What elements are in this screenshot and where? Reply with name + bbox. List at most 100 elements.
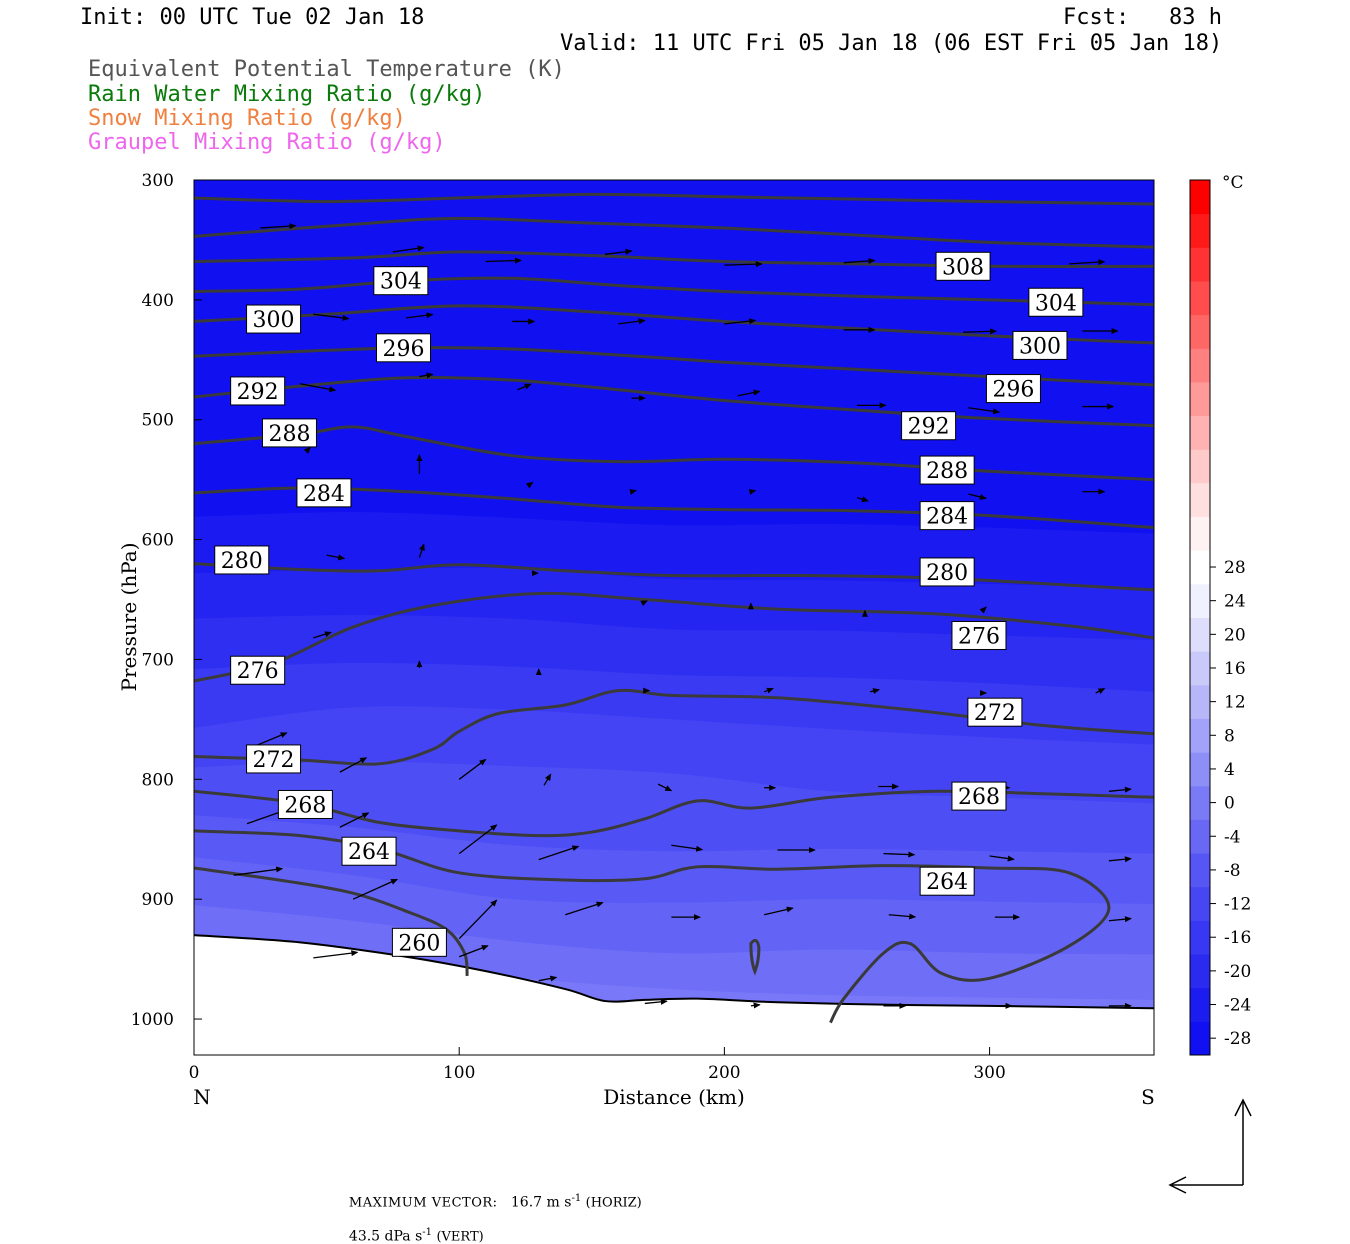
wind-vector [750,1002,761,1009]
wind-vector [313,631,332,639]
contour-label-box [230,376,286,406]
contour-label-box [1012,330,1068,360]
wind-vector [299,383,337,393]
contour-label-box [214,545,270,575]
contour-label: 280 [221,549,263,574]
legend-theta-e: Equivalent Potential Temperature (K) [88,57,565,82]
wind-vector [724,261,763,268]
theta-e-contour-closed [749,938,761,976]
x-tick-label: 0 [189,1063,200,1083]
colorbar-tick-label: -16 [1224,928,1251,948]
wind-vector [604,248,633,255]
horiz-exp: -1 [571,1193,582,1204]
colorbar-tick-label: 28 [1224,558,1246,578]
contour-label-box [967,697,1023,727]
wind-vector [352,878,399,900]
theta-e-contour-300 [194,276,1154,307]
valid-time: Valid: 11 UTC Fri 05 Jan 18 (06 EST Fri … [560,31,1223,56]
forecast-hour: Fcst: 83 h [1063,5,1222,30]
horiz-value: 16.7 m s [510,1194,572,1211]
colorbar-segment [1190,752,1210,787]
theta-e-contour-292 [194,346,1154,387]
wind-vector [406,312,434,319]
wind-vector [458,945,489,958]
wind-vector [392,245,425,253]
wind-vector [538,975,558,982]
wind-vector [1069,259,1106,266]
wind-vector [843,257,876,264]
wind-vector [543,773,552,786]
wind-vector [968,407,1001,415]
wind-vector [671,844,704,852]
colorbar-segment [1190,280,1210,316]
theta-e-contour-304 [194,216,1154,249]
contour-label-box [341,836,397,866]
contour-label: 304 [380,270,422,295]
x-tick-label: 100 [443,1063,475,1083]
colorbar-segment [1190,617,1210,652]
colorbar-segment [1190,381,1210,417]
colorbar-frame [1189,179,1211,1056]
y-tick-label: 500 [142,411,174,431]
wind-vector [260,223,297,230]
wind-vector [764,906,794,916]
wind-vector [458,824,498,855]
wind-vector [870,688,881,694]
colorbar-segment [1190,348,1210,383]
wind-vector [737,389,761,397]
wind-vector [517,383,532,391]
contour-label: 288 [268,422,310,447]
wind-vector [419,372,434,379]
wind-vector [979,606,987,614]
wind-vector [458,899,498,940]
contour-label: 268 [284,793,326,818]
wind-vector [525,481,534,489]
contour-label-box [246,304,302,334]
wind-vector [968,493,987,500]
contour-label-box [951,781,1007,811]
theta-e-contour-268 [194,688,1154,766]
wind-vector [565,901,604,916]
plot-frame [193,179,1155,1056]
wind-vector [963,328,998,335]
contour-label: 272 [974,701,1016,726]
theta-e-contour-256 [194,866,469,977]
contour-label: 300 [1019,334,1061,359]
contour-label-box [373,266,429,296]
init-time: Init: 00 UTC Tue 02 Jan 18 [80,5,425,30]
contour-label: 264 [926,870,968,895]
colorbar-segment [1190,718,1210,753]
wind-vector [313,313,350,321]
contour-label: 260 [398,931,440,956]
colorbar-tick-label: 16 [1224,659,1246,679]
contour-label-box [919,455,975,485]
y-tick-label: 800 [142,770,174,790]
contour-label: 276 [237,659,279,684]
colorbar-segment [1190,314,1210,349]
y-tick-label: 900 [142,890,174,910]
contour-label: 280 [926,561,968,586]
contour-label-box [951,620,1007,650]
colorbar-segment [1190,684,1210,719]
y-tick-label: 300 [142,171,174,191]
terrain-mask [194,935,1154,1055]
colorbar-tick-label: -4 [1224,827,1241,847]
colorbar-tick-label: -20 [1224,962,1251,982]
wind-vector [888,913,917,920]
vert-exp: -1 [422,1226,433,1238]
wind-vector [339,757,368,773]
contour-label-box [985,374,1041,404]
wind-vector [640,600,648,607]
x-axis-north-label: N [193,1085,211,1109]
contour-label: 300 [253,308,295,333]
wind-vector [644,998,668,1005]
wind-vector [538,845,580,861]
wind-vector [233,866,284,876]
colorbar-tick-label: -12 [1224,895,1251,915]
colorbar-tick-label: -24 [1224,996,1251,1016]
horiz-unit: (HORIZ) [585,1195,642,1211]
y-tick-label: 1000 [131,1010,174,1030]
wind-vector [339,812,370,828]
contour-label: 264 [348,840,390,865]
contour-label-box [935,251,991,281]
